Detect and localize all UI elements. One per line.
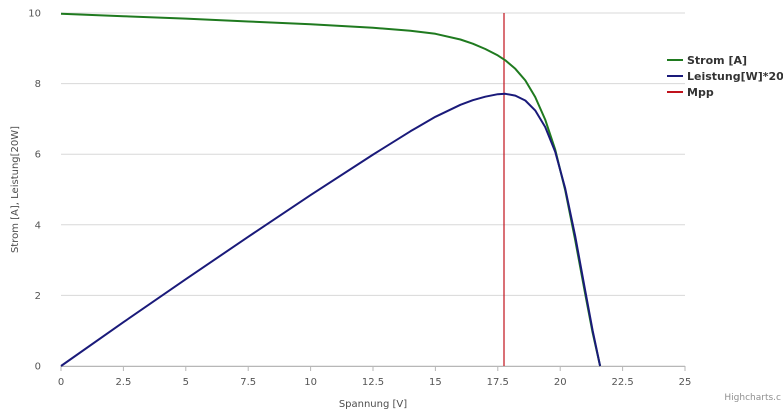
x-tick-label: 7.5	[240, 377, 256, 388]
y-tick-label: 2	[35, 291, 41, 302]
series-line-leistung-w-20[interactable]	[60, 92, 602, 367]
y-tick-label: 0	[35, 362, 41, 373]
credits-link[interactable]: Highcharts.c	[724, 393, 781, 403]
plot-series	[60, 12, 602, 367]
legend-item-leistung-w-20[interactable]: Leistung[W]*20	[667, 70, 783, 83]
series-line-strom-a[interactable]	[60, 12, 602, 367]
legend-item-strom-a[interactable]: Strom [A]	[667, 54, 747, 67]
x-tick-label: 2.5	[115, 377, 131, 388]
x-tick-label: 17.5	[487, 377, 509, 388]
x-tick-label: 15	[429, 377, 442, 388]
y-tick-label: 8	[35, 79, 41, 90]
y-axis: 0 2 4 6 8 10	[28, 9, 41, 373]
y-axis-title: Strom [A], Leistung[20W]	[10, 126, 21, 253]
grid-lines	[61, 12, 685, 367]
legend-label: Mpp	[687, 86, 714, 99]
legend-item-mpp[interactable]: Mpp	[667, 86, 714, 99]
legend-label: Leistung[W]*20	[687, 70, 783, 83]
y-tick-label: 6	[35, 150, 41, 161]
y-tick-label: 4	[35, 220, 41, 231]
x-tick-label: 20	[554, 377, 567, 388]
x-tick-label: 0	[58, 377, 64, 388]
x-axis-title: Spannung [V]	[339, 399, 407, 410]
y-tick-label: 10	[28, 9, 41, 20]
x-tick-label: 10	[304, 377, 317, 388]
x-tick-label: 25	[679, 377, 692, 388]
legend-label: Strom [A]	[687, 54, 747, 67]
x-tick-label: 12.5	[362, 377, 384, 388]
legend: Strom [A] Leistung[W]*20 Mpp	[667, 54, 783, 99]
x-tick-label: 5	[183, 377, 189, 388]
x-tick-label: 22.5	[611, 377, 633, 388]
x-axis: 0 2.5 5 7.5 10 12.5 15 17.5 20 22.5 25	[58, 366, 692, 388]
